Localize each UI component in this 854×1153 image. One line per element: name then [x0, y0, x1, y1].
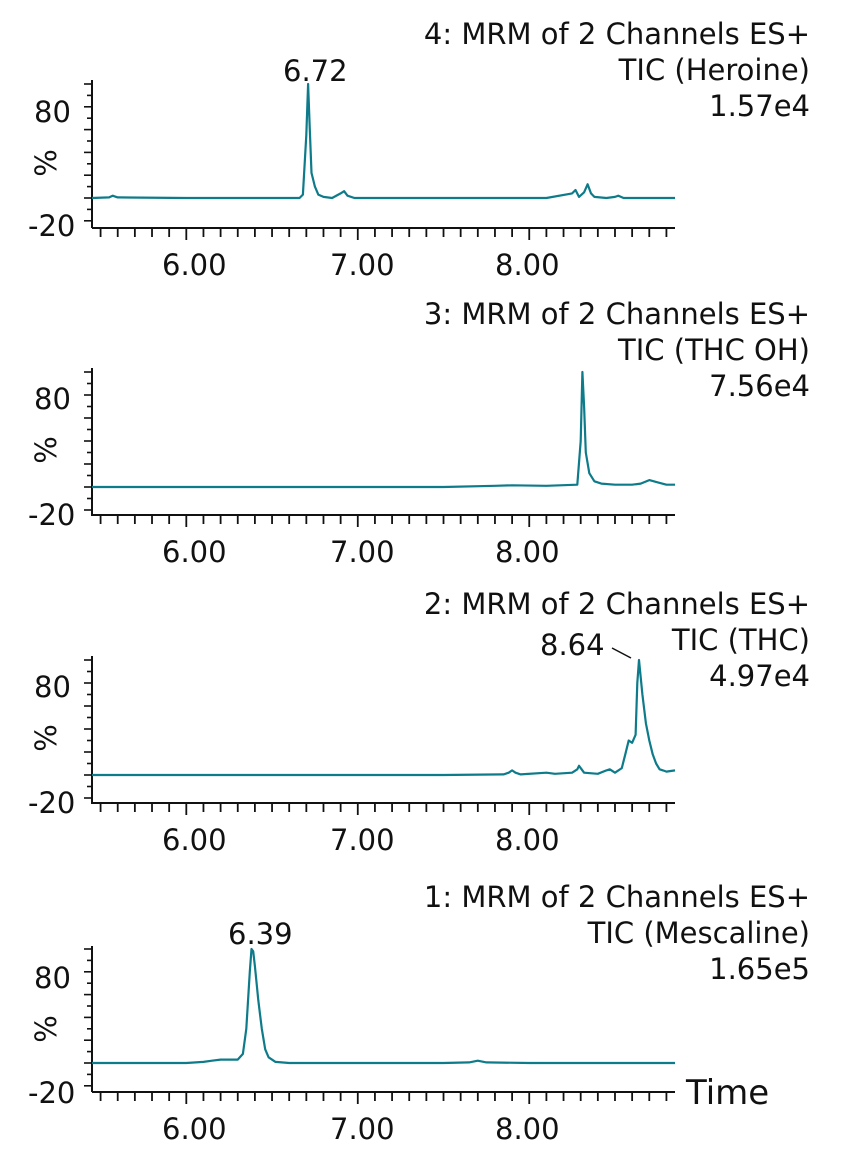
- series-trace: [92, 370, 675, 489]
- compound-title: TIC (THC OH): [618, 333, 810, 367]
- compound-title: TIC (THC): [671, 623, 810, 657]
- chromatogram-panel-mescaline: 1: MRM of 2 Channels ES+ TIC (Mescaline)…: [0, 864, 854, 1152]
- xtick-label-6: 6.00: [162, 1112, 227, 1146]
- series-trace: [91, 82, 675, 200]
- xtick-label-8: 8.00: [495, 248, 560, 282]
- ytick-label-80: 80: [34, 961, 71, 995]
- chromatogram-panel-thc: 2: MRM of 2 Channels ES+ TIC (THC) 4.97e…: [0, 576, 854, 864]
- panel-header: 3: MRM of 2 Channels ES+ TIC (THC OH) 7.…: [424, 296, 810, 404]
- peak-label: 6.72: [283, 54, 348, 88]
- chart-svg: [84, 946, 675, 1104]
- xtick-label-8: 8.00: [495, 1112, 560, 1146]
- panel-header: 1: MRM of 2 Channels ES+ TIC (Mescaline)…: [424, 879, 810, 987]
- ytick-label-80: 80: [34, 95, 71, 129]
- compound-title: TIC (Mescaline): [587, 916, 810, 950]
- xtick-label-7: 7.00: [330, 1112, 395, 1146]
- channel-title: 4: MRM of 2 Channels ES+: [423, 17, 810, 51]
- series-trace: [92, 658, 676, 777]
- peak-label: 6.39: [228, 917, 293, 951]
- ytick-label-80: 80: [34, 670, 71, 704]
- ytick-label-80: 80: [34, 382, 71, 416]
- chart-svg: [84, 368, 675, 527]
- intensity-value: 4.97e4: [709, 659, 810, 693]
- xtick-label-7: 7.00: [330, 248, 395, 282]
- xtick-label-8: 8.00: [495, 823, 560, 857]
- intensity-value: 1.57e4: [709, 89, 810, 123]
- chromatogram-panel-heroine: 4: MRM of 2 Channels ES+ TIC (Heroine) 1…: [0, 0, 854, 288]
- chart-svg: [84, 647, 676, 815]
- ytick-label-minus20: -20: [28, 786, 76, 820]
- channel-title: 3: MRM of 2 Channels ES+: [423, 297, 810, 331]
- xtick-label-7: 7.00: [330, 823, 395, 857]
- compound-title: TIC (Heroine): [618, 53, 810, 87]
- panel-header: 2: MRM of 2 Channels ES+ TIC (THC) 4.97e…: [424, 586, 810, 694]
- peak-label: 8.64: [540, 628, 605, 662]
- channel-title: 1: MRM of 2 Channels ES+: [423, 880, 810, 914]
- intensity-value: 1.65e5: [709, 952, 810, 986]
- chart-svg: [84, 80, 675, 240]
- xtick-label-6: 6.00: [162, 535, 227, 569]
- xtick-label-6: 6.00: [162, 823, 227, 857]
- chromatogram-panel-thc-oh: 3: MRM of 2 Channels ES+ TIC (THC OH) 7.…: [0, 288, 854, 576]
- intensity-value: 7.56e4: [709, 369, 810, 403]
- time-axis-label: Time: [686, 1073, 770, 1113]
- xtick-label-8: 8.00: [495, 535, 560, 569]
- xtick-label-6: 6.00: [162, 248, 227, 282]
- panel-header: 4: MRM of 2 Channels ES+ TIC (Heroine) 1…: [424, 16, 810, 124]
- series-trace: [92, 947, 675, 1065]
- peak-leader-line: [611, 647, 632, 659]
- ytick-label-minus20: -20: [28, 1076, 76, 1110]
- xtick-label-7: 7.00: [330, 535, 395, 569]
- channel-title: 2: MRM of 2 Channels ES+: [423, 587, 810, 621]
- ytick-label-minus20: -20: [28, 498, 76, 532]
- ytick-label-minus20: -20: [28, 209, 76, 243]
